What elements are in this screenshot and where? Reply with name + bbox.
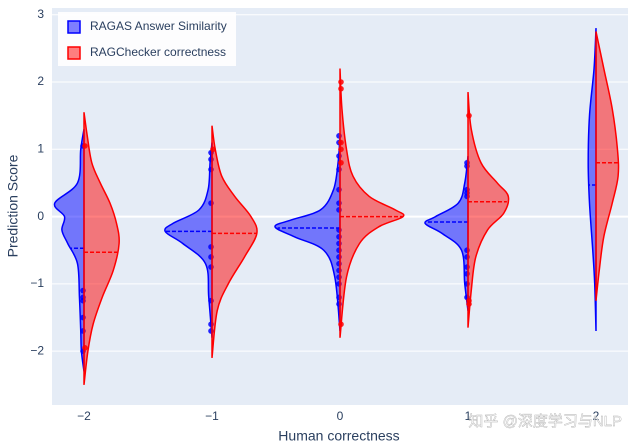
violin-half (424, 155, 469, 311)
data-point (82, 143, 88, 149)
y-axis-title: Prediction Score (5, 154, 21, 257)
y-tick-label: −1 (30, 276, 44, 290)
y-tick-label: 3 (37, 7, 44, 21)
violin-half (83, 112, 120, 385)
watermark: 知乎 @深度学习与NLP (468, 413, 622, 430)
legend-swatch (67, 46, 81, 60)
y-tick-label: −2 (30, 343, 44, 357)
legend-box (58, 12, 236, 66)
data-point (338, 85, 344, 92)
x-tick-label: −2 (77, 409, 91, 423)
data-point (466, 301, 472, 307)
y-tick-label: 0 (37, 209, 44, 223)
legend-swatch (67, 20, 81, 34)
y-tick-label: 2 (37, 74, 44, 88)
violin-half (467, 92, 510, 328)
x-tick-label: 1 (465, 409, 472, 423)
legend-label: RAGChecker correctness (90, 45, 226, 59)
y-tick-label: 1 (37, 141, 44, 155)
data-point (338, 159, 344, 166)
data-point (466, 112, 472, 119)
x-tick-label: 0 (337, 409, 344, 423)
data-point (338, 321, 344, 328)
x-tick-label: −1 (205, 409, 219, 423)
data-point (338, 79, 344, 85)
violin-half (164, 142, 213, 338)
x-tick-label: 2 (593, 409, 600, 423)
violin-half (339, 68, 405, 338)
data-point (210, 146, 216, 153)
violin-half (53, 128, 85, 372)
violin-half (587, 28, 597, 332)
data-point (82, 345, 88, 351)
legend-label: RAGAS Answer Similarity (90, 19, 227, 33)
data-point (338, 139, 344, 146)
violin-half (211, 125, 258, 358)
violin-half (274, 135, 341, 332)
violin-half (595, 31, 620, 301)
data-point (338, 146, 344, 153)
x-axis-title: Human correctness (278, 428, 399, 444)
